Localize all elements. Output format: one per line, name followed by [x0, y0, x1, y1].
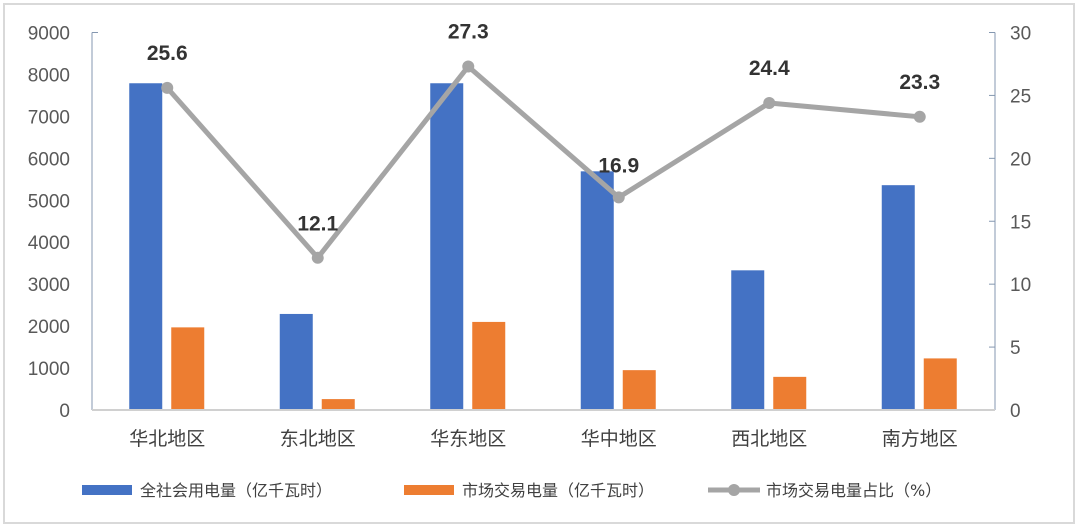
legend-label: 市场交易电量占比（%）	[766, 481, 941, 500]
bar-market-trade	[321, 399, 355, 410]
legend-label: 市场交易电量（亿千瓦时）	[462, 481, 654, 500]
bar-market-trade	[472, 321, 506, 410]
bar-total-consumption	[129, 83, 163, 410]
bar-total-consumption	[731, 270, 765, 410]
share-marker	[612, 191, 625, 204]
legend-swatch	[82, 485, 132, 495]
left-axis-tick-label: 6000	[28, 149, 70, 170]
right-axis-tick-label: 10	[1010, 275, 1031, 296]
left-axis-tick-label: 1000	[28, 359, 70, 380]
right-axis-tick-label: 30	[1010, 24, 1031, 45]
bar-market-trade	[622, 370, 656, 410]
data-label: 23.3	[899, 71, 940, 94]
bar-market-trade	[923, 358, 957, 410]
data-label: 27.3	[448, 20, 489, 43]
category-label: 华东地区	[430, 428, 506, 450]
share-marker	[763, 96, 776, 109]
category-label: 西北地区	[731, 428, 807, 450]
legend-swatch	[404, 485, 454, 495]
left-axis-tick-label: 3000	[28, 275, 70, 296]
left-axis-tick-label: 0	[59, 401, 70, 422]
category-label: 华北地区	[129, 428, 205, 450]
legend-label: 全社会用电量（亿千瓦时）	[140, 481, 332, 500]
left-axis-tick-label: 5000	[28, 191, 70, 212]
right-axis-tick-label: 20	[1010, 149, 1031, 170]
share-marker	[311, 251, 324, 264]
data-label: 24.4	[749, 57, 790, 80]
right-axis-tick-label: 15	[1010, 212, 1031, 233]
category-label: 华中地区	[581, 428, 657, 450]
right-axis-tick-label: 5	[1010, 338, 1021, 359]
share-marker	[462, 60, 475, 73]
left-axis-tick-label: 4000	[28, 233, 70, 254]
bar-total-consumption	[279, 313, 313, 410]
data-label: 16.9	[598, 154, 639, 177]
left-axis-tick-label: 2000	[28, 317, 70, 338]
right-axis-tick-label: 25	[1010, 86, 1031, 107]
category-label: 南方地区	[882, 428, 958, 450]
bar-total-consumption	[580, 171, 614, 410]
legend-swatch-marker	[728, 484, 740, 496]
bar-market-trade	[773, 376, 807, 410]
share-line	[165, 63, 920, 261]
left-axis-tick-label: 7000	[28, 107, 70, 128]
bar-market-trade	[171, 327, 205, 410]
bar-total-consumption	[881, 185, 915, 410]
share-marker	[913, 110, 926, 123]
category-label: 东北地区	[280, 428, 356, 450]
data-label: 12.1	[297, 213, 338, 236]
left-axis-tick-label: 8000	[28, 65, 70, 86]
bar-total-consumption	[430, 83, 464, 410]
chart-frame	[3, 3, 1075, 524]
share-marker	[161, 81, 174, 94]
data-label: 25.6	[147, 42, 188, 65]
left-axis-tick-label: 9000	[28, 24, 70, 45]
right-axis-tick-label: 0	[1010, 401, 1021, 422]
